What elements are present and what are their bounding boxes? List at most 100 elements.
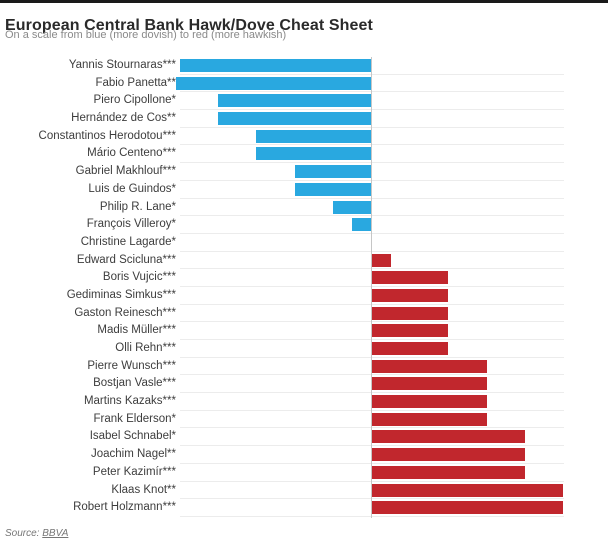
dove-bar [176, 76, 371, 90]
member-label: Pierre Wunsch*** [87, 359, 176, 372]
member-label: Robert Holzmann*** [73, 501, 176, 514]
row-plot-area [180, 340, 564, 358]
hawk-bar [372, 501, 563, 515]
row-plot-area [180, 287, 564, 305]
chart-row: Christine Lagarde* [0, 234, 608, 252]
chart-row: Martins Kazaks*** [0, 393, 608, 411]
hawk-bar [372, 483, 563, 497]
hawk-bar [372, 465, 525, 479]
chart-row: Constantinos Herodotou*** [0, 128, 608, 146]
row-plot-area [180, 92, 564, 111]
chart-row: Boris Vujcic*** [0, 269, 608, 287]
member-label: Klaas Knot** [111, 483, 176, 496]
source-note: Source: BBVA [5, 528, 68, 539]
member-label: Frank Elderson* [93, 412, 176, 425]
member-label: Olli Rehn*** [115, 342, 176, 354]
dove-bar [218, 112, 371, 126]
row-plot-area [180, 322, 564, 340]
chart-row: Joachim Nagel** [0, 446, 608, 464]
chart-row: Philip R. Lane* [0, 199, 608, 217]
chart-row: Pierre Wunsch*** [0, 358, 608, 376]
chart-row: Piero Cipollone* [0, 92, 608, 111]
row-plot-area [180, 482, 564, 500]
row-plot-area [180, 163, 564, 181]
hawk-bar [372, 448, 525, 462]
member-label: Isabel Schnabel* [89, 430, 176, 443]
member-label: Gaston Reinesch*** [74, 306, 176, 319]
member-label: Gabriel Makhlouf*** [75, 165, 176, 178]
member-label: Constantinos Herodotou*** [38, 129, 176, 142]
dove-bar [295, 165, 371, 179]
member-label: Boris Vujcic*** [102, 271, 176, 284]
hawk-bar [372, 306, 448, 320]
row-plot-area [180, 199, 564, 217]
member-label: Joachim Nagel** [90, 448, 176, 461]
member-label: Piero Cipollone* [93, 94, 176, 107]
chart-row: Yannis Stournaras*** [0, 57, 608, 75]
hawk-bar [372, 324, 448, 338]
member-label: Yannis Stournaras*** [68, 59, 176, 71]
chart-row: Bostjan Vasle*** [0, 375, 608, 394]
member-label: Fabio Panetta** [95, 76, 176, 89]
chart-rows: Yannis Stournaras*** Fabio Panetta** Piero… [0, 57, 608, 517]
row-plot-area [180, 428, 564, 447]
chart-row: Gaston Reinesch*** [0, 305, 608, 323]
chart-row: Frank Elderson* [0, 411, 608, 429]
row-plot-area [180, 216, 564, 234]
row-plot-area [180, 358, 564, 376]
chart-row: Edward Scicluna*** [0, 252, 608, 270]
hawk-bar [372, 412, 487, 426]
chart-row: Gediminas Simkus*** [0, 287, 608, 305]
member-label: Philip R. Lane* [99, 200, 176, 213]
chart-row: Madis Müller*** [0, 322, 608, 340]
dove-bar [352, 218, 371, 232]
row-plot-area [180, 269, 564, 287]
hawk-bar [372, 359, 487, 373]
hawk-dove-bar-chart: Yannis Stournaras*** Fabio Panetta** Piero… [0, 57, 608, 518]
member-label: Martins Kazaks*** [83, 395, 176, 408]
chart-row: Peter Kazimír*** [0, 464, 608, 482]
chart-row: Hernández de Cos** [0, 110, 608, 128]
row-plot-area [176, 75, 564, 93]
hawk-bar [372, 271, 448, 285]
chart-row: Fabio Panetta** [0, 75, 608, 93]
chart-row: Klaas Knot** [0, 482, 608, 500]
source-link[interactable]: BBVA [42, 528, 69, 539]
row-plot-area [180, 110, 564, 128]
member-label: Madis Müller*** [97, 324, 176, 337]
member-label: François Villeroy* [86, 218, 176, 231]
row-plot-area [180, 464, 564, 482]
chart-row: Gabriel Makhlouf*** [0, 163, 608, 181]
member-label: Hernández de Cos** [71, 112, 176, 125]
row-plot-area [180, 411, 564, 429]
chart-row: François Villeroy* [0, 216, 608, 234]
row-plot-area [180, 393, 564, 411]
chart-row: Isabel Schnabel* [0, 428, 608, 447]
dove-bar [218, 94, 371, 108]
dove-bar [256, 147, 371, 161]
row-plot-area [180, 252, 564, 270]
dove-bar [256, 129, 371, 143]
dove-bar [180, 59, 371, 72]
member-label: Peter Kazimír*** [92, 465, 176, 478]
member-label: Edward Scicluna*** [76, 253, 176, 266]
member-label: Luis de Guindos* [88, 182, 176, 195]
hawk-bar [372, 395, 487, 409]
row-plot-area [180, 145, 564, 164]
member-label: Mário Centeno*** [87, 147, 176, 160]
chart-row: Mário Centeno*** [0, 145, 608, 164]
row-plot-area [180, 234, 564, 252]
row-plot-area [180, 57, 564, 75]
row-plot-area [180, 181, 564, 199]
member-label: Bostjan Vasle*** [93, 377, 176, 390]
row-plot-area [180, 375, 564, 394]
hawk-bar [372, 288, 448, 302]
source-label: Source: [5, 528, 40, 539]
row-plot-area [180, 446, 564, 464]
member-label: Gediminas Simkus*** [66, 288, 176, 301]
row-plot-area [180, 305, 564, 323]
hawk-bar [372, 253, 391, 267]
top-accent-bar [0, 0, 608, 3]
row-plot-area [180, 499, 564, 517]
row-plot-area [180, 128, 564, 146]
